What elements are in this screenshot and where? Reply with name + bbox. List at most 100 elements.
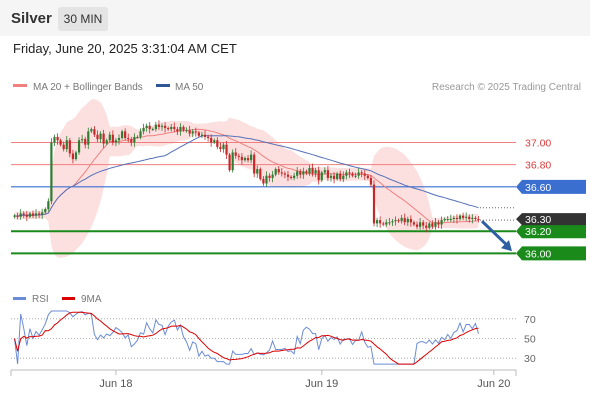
legend-label-9ma: 9MA [81,294,102,305]
candle-body [449,218,452,220]
candle-body [446,218,449,220]
candle-body [173,126,176,130]
candle-body [90,129,93,132]
candle-body [237,155,240,157]
candle-body [406,218,409,223]
candle-body [314,170,317,174]
candle [329,173,333,182]
candle [13,214,16,219]
candle-body [323,170,326,173]
candle [173,122,176,133]
candle [379,216,382,228]
candle [415,221,419,230]
support-resistance-levels [11,141,516,255]
candle [62,141,65,152]
rsi-line [14,310,479,365]
candle-body [372,184,376,224]
candle-body [311,167,314,174]
candle-body [296,171,299,176]
candle [446,215,449,222]
time-axis-labels: Jun 18 Jun 19 Jun 20 [99,370,510,390]
time-tick-label: Jun 19 [305,378,338,390]
candle-body [382,223,385,225]
support-tag-3: 36.20 [516,224,586,239]
candle-body [400,217,403,222]
candle [197,130,200,138]
candle-body [259,169,262,180]
candle-body [142,128,145,132]
candle [240,153,243,165]
candle [22,211,25,219]
candle-body [154,124,157,130]
candle [339,170,342,182]
support-tag-4-box [516,246,586,261]
candle [28,211,31,219]
candle [369,174,373,187]
candle [332,172,336,184]
candle [409,215,412,227]
candle [366,174,369,180]
candle [145,123,148,132]
last-price-tag-label: 36.30 [525,214,551,226]
candle-body [283,173,286,175]
candle-body [250,154,253,161]
candle [56,133,59,145]
candle [286,170,290,182]
candle-body [274,169,277,175]
timeframe-button[interactable]: 30 MIN [58,7,108,31]
candle [403,213,406,226]
candle [182,125,185,132]
candle [102,129,105,148]
candle [468,214,471,223]
candle-body [84,139,87,145]
candle [394,216,397,226]
candle-body [19,213,22,217]
candle [385,219,388,227]
candle [348,168,351,178]
candle [74,150,78,161]
candle [259,167,262,181]
candle [237,153,240,161]
candle [449,214,452,222]
candle [210,134,213,147]
candle [443,217,446,222]
candle-body [179,126,182,132]
time-tick-label: Jun 20 [477,378,510,390]
candle [336,171,339,181]
candle-body [425,225,428,228]
candle [185,127,188,133]
candle-body [431,223,434,227]
candle-body [379,220,382,224]
candle-body [256,169,259,174]
candle-body [345,172,348,176]
candle-body [231,152,234,171]
candle [262,176,265,186]
candle-body [130,139,133,143]
candle-body [47,201,50,210]
moving-averages [14,128,479,224]
candle-body [160,125,164,127]
legend-label-rsi: RSI [32,294,49,305]
candle-body [216,140,219,147]
candle-body [308,167,311,174]
candle-body [388,222,391,224]
candle-body [145,125,148,129]
symbol-title: Silver [11,10,52,27]
candle [317,166,320,185]
candle-body [114,140,118,143]
candle [179,123,182,136]
candle-body [342,175,345,180]
candle [280,168,283,177]
candle-body [293,175,296,178]
candle-body [62,144,65,150]
candle [253,152,256,178]
candle-body [326,170,330,178]
candle-body [105,140,108,144]
candle [207,134,210,142]
candle-body [13,215,16,217]
candle [142,123,145,135]
candle [234,148,237,159]
candle-body [317,170,320,181]
candle [148,122,151,134]
time-tick-label: Jun 18 [99,378,132,390]
